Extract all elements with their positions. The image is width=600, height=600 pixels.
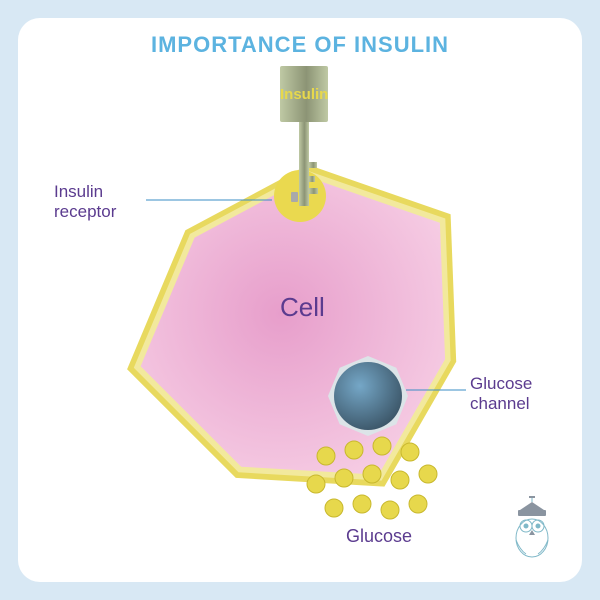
insulin-receptor-label: Insulinreceptor bbox=[54, 182, 116, 221]
glucose-label: Glucose bbox=[346, 526, 412, 547]
owl-mascot-icon bbox=[504, 496, 560, 562]
insulin-key-label: Insulin bbox=[280, 86, 328, 103]
cell-label: Cell bbox=[280, 292, 325, 323]
diagram-panel: IMPORTANCE OF INSULIN bbox=[18, 18, 582, 582]
glucose-channel-label: Glucosechannel bbox=[470, 374, 532, 413]
outer-frame: IMPORTANCE OF INSULIN bbox=[0, 0, 600, 600]
